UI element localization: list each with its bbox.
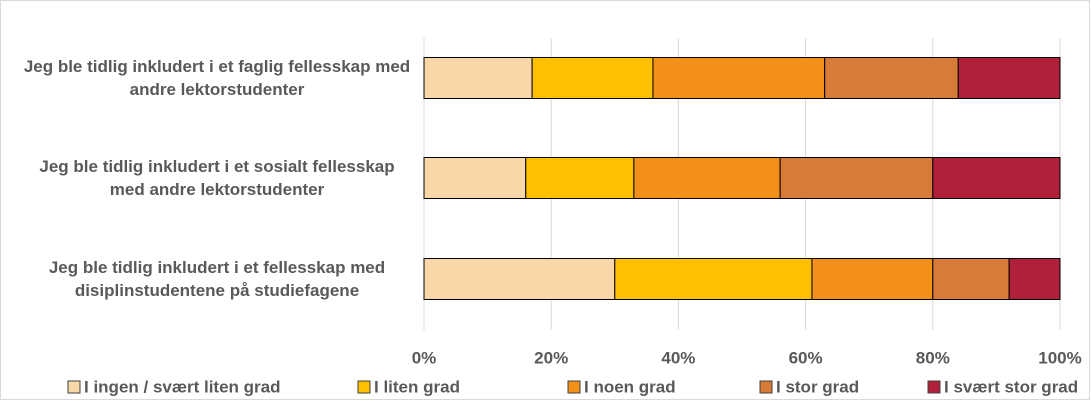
x-tick-label: 60% xyxy=(789,348,823,367)
bar-segment xyxy=(1008,258,1061,300)
bar-segment xyxy=(423,258,616,300)
legend-swatch xyxy=(759,380,773,394)
bar-segment xyxy=(957,57,1061,99)
bar-segment xyxy=(652,57,826,99)
bar-segment xyxy=(531,57,654,99)
bar-segment xyxy=(423,57,533,99)
bar-segment xyxy=(633,157,781,199)
x-tick-label: 80% xyxy=(916,348,950,367)
legend-label: I svært stor grad xyxy=(944,377,1078,396)
bar-segment xyxy=(614,258,813,300)
legend-label: I noen grad xyxy=(584,377,676,396)
x-tick-label: 40% xyxy=(661,348,695,367)
bar-segment xyxy=(824,57,959,99)
legend-swatch xyxy=(927,380,941,394)
category-label: Jeg ble tidlig inkludert i et faglig fel… xyxy=(23,57,411,99)
legend-swatch xyxy=(357,380,371,394)
legend-label: I ingen / svært liten grad xyxy=(84,377,280,396)
bar-segment xyxy=(932,157,1061,199)
category-label: Jeg ble tidlig inkludert i et fellesskap… xyxy=(48,258,386,300)
x-tick-label: 20% xyxy=(534,348,568,367)
legend-label: I liten grad xyxy=(374,377,460,396)
bar-segment xyxy=(932,258,1010,300)
bar-segment xyxy=(423,157,527,199)
x-tick-label: 0% xyxy=(412,348,437,367)
x-tick-label: 100% xyxy=(1038,348,1081,367)
legend-swatch xyxy=(67,380,81,394)
bar-segment xyxy=(779,157,934,199)
legend-swatch xyxy=(567,380,581,394)
bar-segment xyxy=(525,157,635,199)
legend-label: I stor grad xyxy=(776,377,859,396)
bar-segment xyxy=(811,258,934,300)
category-label: Jeg ble tidlig inkludert i et sosialt fe… xyxy=(39,157,395,199)
